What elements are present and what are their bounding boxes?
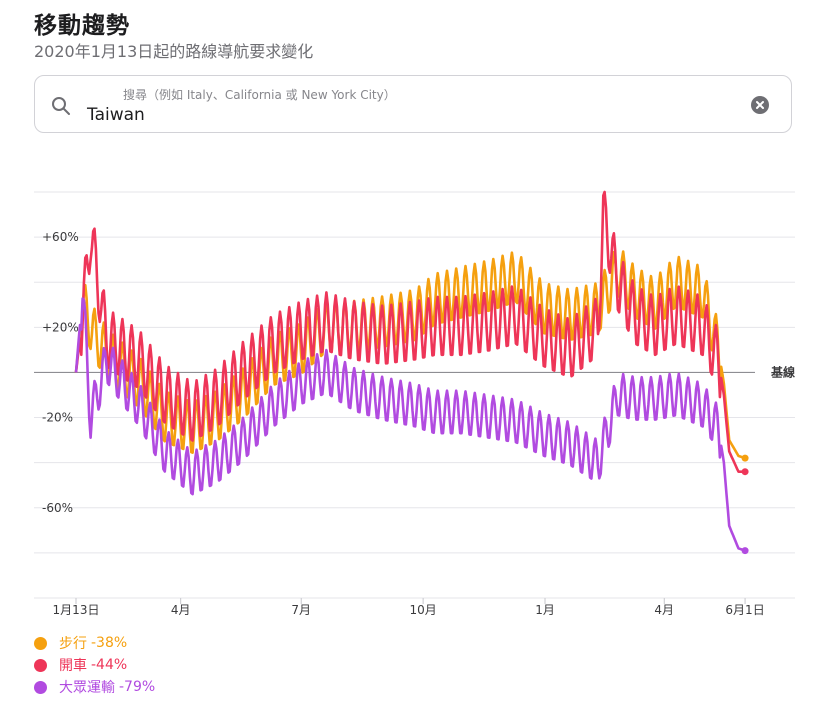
legend-dot bbox=[34, 658, 47, 672]
y-tick-label: +60% bbox=[42, 230, 79, 244]
mobility-chart: 基線 +60% +20% -20% -60% 1月13日 4月 7月 10月 1月 4月 6月1日 bbox=[34, 190, 795, 617]
series-line-transit bbox=[74, 297, 746, 552]
legend-name: 大眾運輸 bbox=[59, 680, 115, 696]
legend-value: -44% bbox=[91, 657, 128, 673]
legend-value: -38% bbox=[91, 635, 128, 651]
baseline-label: 基線 bbox=[770, 364, 795, 379]
legend-item-transit[interactable]: 大眾運輸 -79% bbox=[34, 676, 155, 698]
x-tick-label: 10月 bbox=[409, 603, 436, 617]
x-tick-label: 4月 bbox=[654, 603, 674, 617]
search-box[interactable]: 搜尋（例如 Italy、California 或 New York City） … bbox=[34, 75, 792, 133]
y-tick-label: +20% bbox=[42, 320, 79, 334]
x-tick-label: 4月 bbox=[171, 603, 191, 617]
x-tick-label: 7月 bbox=[291, 603, 311, 617]
series-line-walking bbox=[74, 250, 746, 460]
y-tick-label: -20% bbox=[42, 411, 73, 425]
page-subtitle: 2020年1月13日起的路線導航要求變化 bbox=[34, 42, 314, 61]
clear-icon bbox=[756, 101, 764, 109]
legend-item-walking[interactable]: 步行 -38% bbox=[34, 632, 155, 654]
series-line-driving bbox=[74, 190, 746, 473]
series-end-point-transit bbox=[741, 547, 749, 555]
legend-name: 開車 bbox=[59, 658, 87, 674]
x-tick-label: 1月 bbox=[535, 603, 555, 617]
y-tick-label: -60% bbox=[42, 501, 73, 515]
search-icon bbox=[52, 97, 70, 115]
search-placeholder: 搜尋（例如 Italy、California 或 New York City） bbox=[123, 88, 396, 102]
legend-dot bbox=[34, 680, 47, 694]
series-end-point-walking bbox=[741, 454, 749, 462]
chart-legend: 步行 -38% 開車 -44% 大眾運輸 -79% bbox=[34, 632, 155, 698]
x-tick-label: 6月1日 bbox=[725, 603, 764, 617]
x-tick-label: 1月13日 bbox=[53, 603, 100, 617]
legend-dot bbox=[34, 636, 47, 650]
page-title: 移動趨勢 bbox=[34, 13, 130, 39]
legend-value: -79% bbox=[119, 679, 156, 695]
legend-name: 步行 bbox=[59, 636, 87, 652]
search-input[interactable]: Taiwan bbox=[87, 105, 145, 125]
clear-button[interactable] bbox=[751, 96, 769, 114]
legend-item-driving[interactable]: 開車 -44% bbox=[34, 654, 155, 676]
series-end-point-driving bbox=[741, 468, 749, 476]
